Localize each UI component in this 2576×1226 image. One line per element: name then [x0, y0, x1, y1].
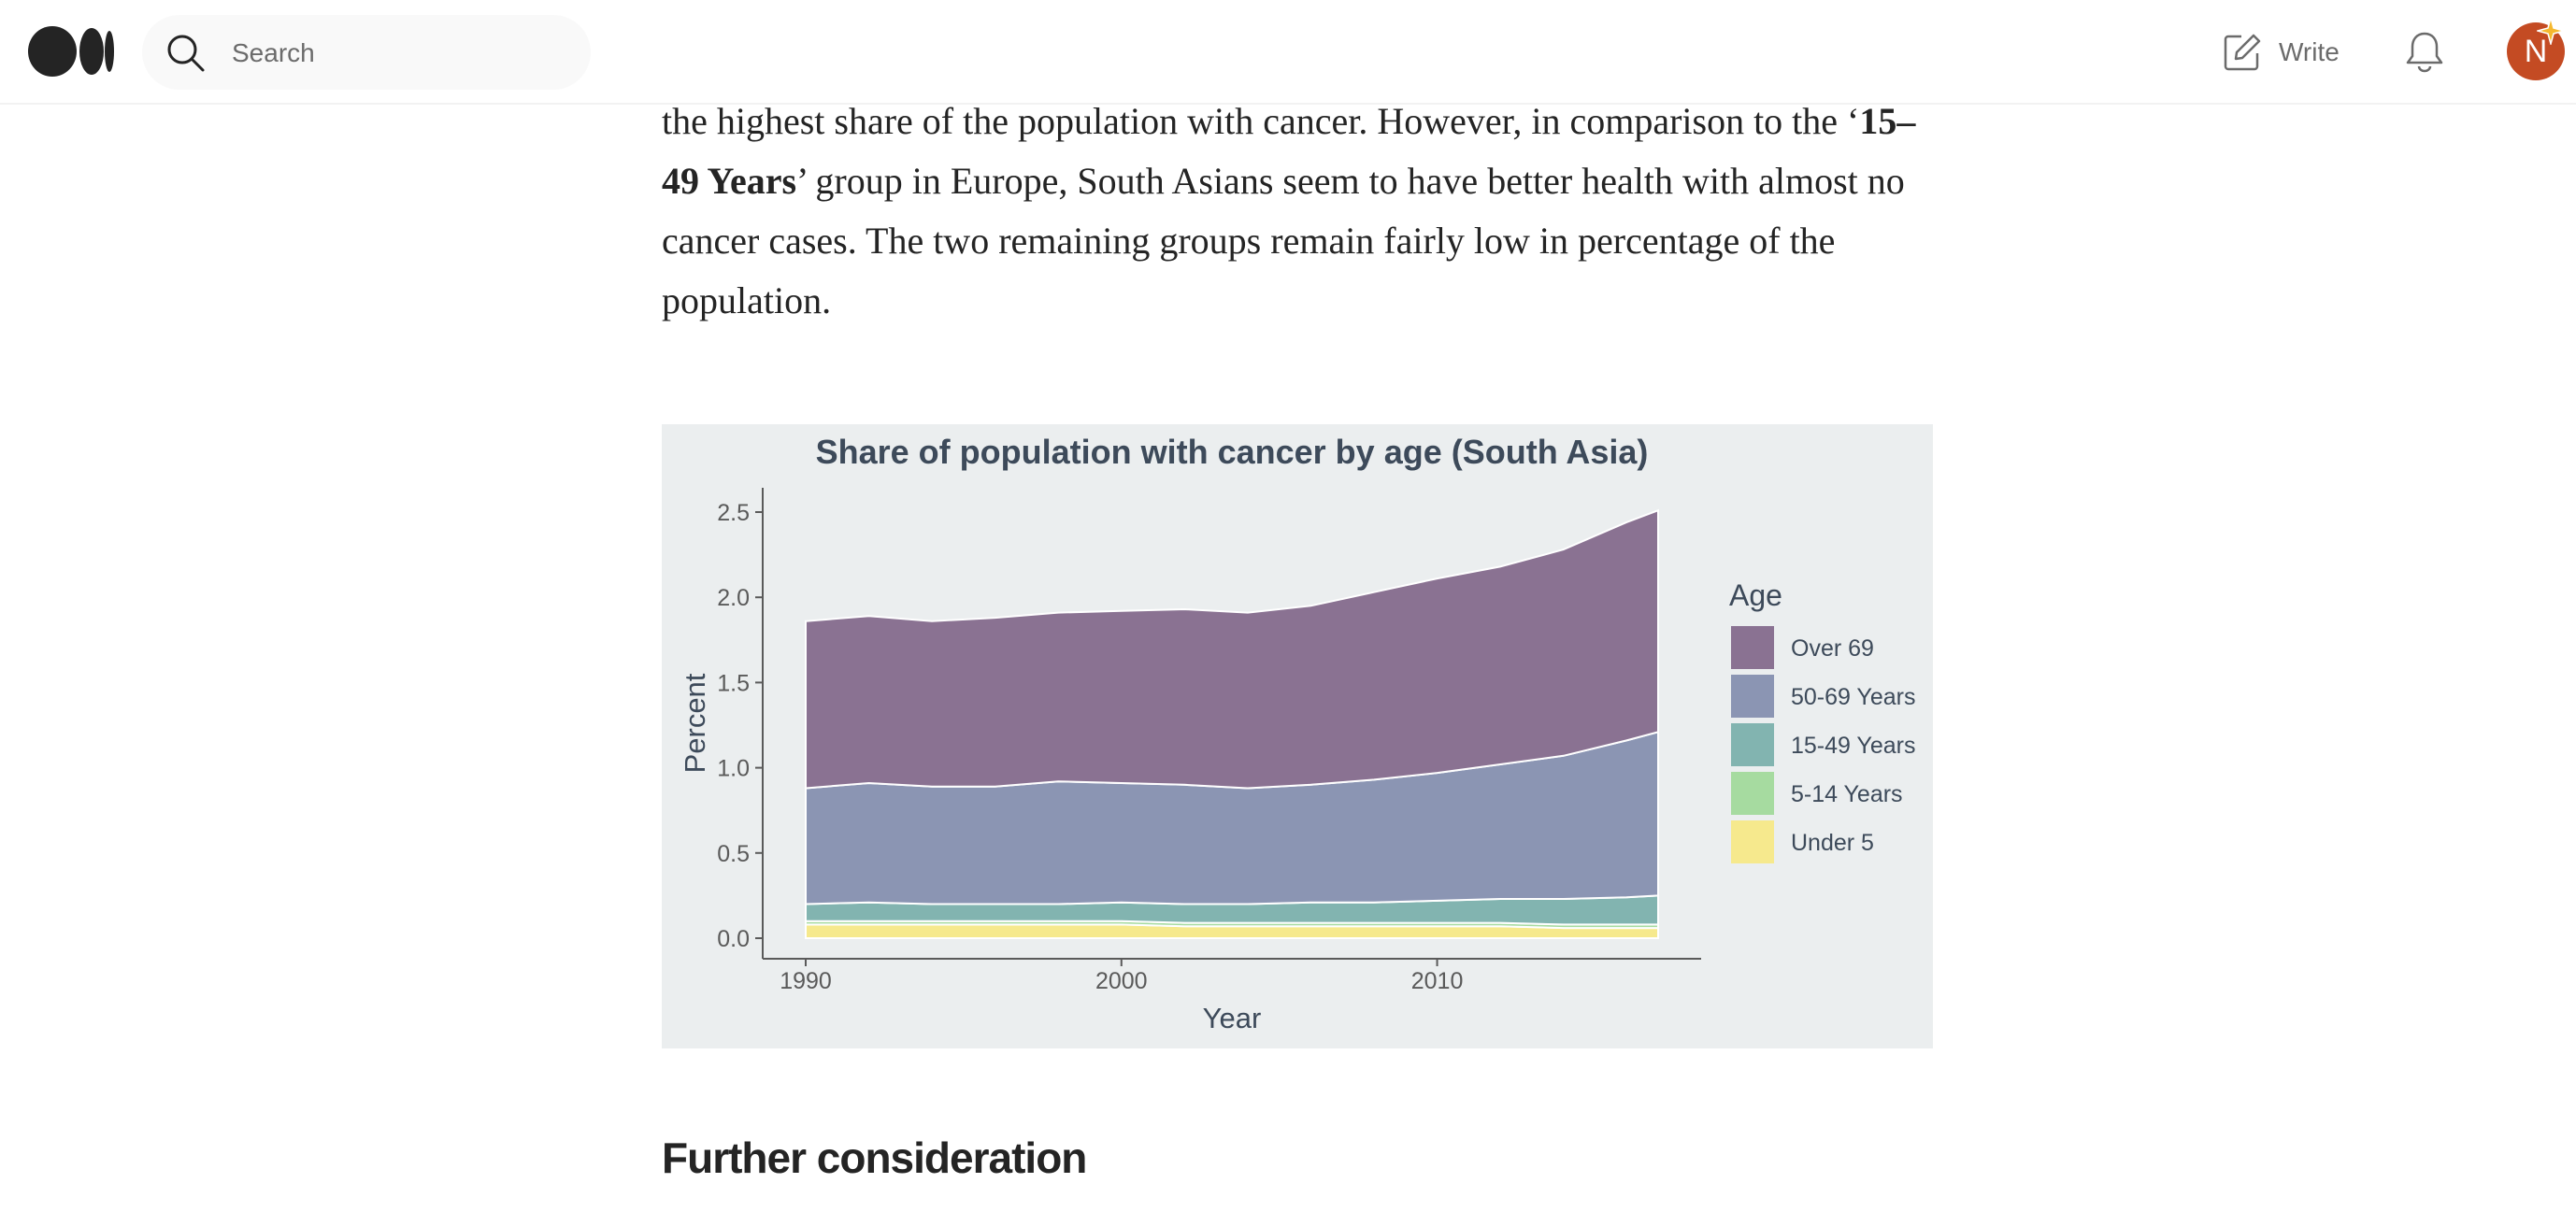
avatar[interactable]: N: [2507, 22, 2565, 80]
article-body: the highest share of the population with…: [662, 92, 1933, 331]
legend-swatch: [1731, 723, 1774, 766]
y-tick-label: 1.0: [717, 756, 750, 782]
search-bar[interactable]: [142, 15, 591, 90]
legend-label: Over 69: [1791, 635, 1874, 662]
chart-title: Share of population with cancer by age (…: [816, 433, 1649, 471]
y-tick-label: 2.5: [717, 500, 750, 526]
x-tick-label: 1990: [780, 968, 832, 994]
legend-swatch: [1731, 820, 1774, 863]
bell-icon[interactable]: [2404, 30, 2445, 73]
chart-legend: Over 69 50-69 Years 15-49 Years 5-14 Years U…: [1731, 626, 1915, 863]
write-label: Write: [2279, 37, 2340, 66]
x-axis-ticks: 1990 2000 2010: [780, 959, 1463, 994]
legend-swatch: [1731, 626, 1774, 669]
paragraph-text: ’ group in Europe, South Asians seem to …: [662, 160, 1905, 321]
legend-swatch: [1731, 772, 1774, 815]
section-heading: Further consideration: [662, 1133, 1087, 1182]
legend-title: Age: [1729, 578, 1782, 612]
area-series-over-69: [805, 508, 1659, 790]
chart-figure: Share of population with cancer by age (…: [662, 424, 1933, 1048]
y-axis-label: Percent: [679, 673, 711, 773]
write-button[interactable]: Write: [2223, 30, 2340, 75]
y-tick-label: 0.5: [717, 841, 750, 867]
y-tick-label: 2.0: [717, 585, 750, 611]
x-tick-label: 2010: [1411, 968, 1464, 994]
legend-label: 5-14 Years: [1791, 781, 1903, 807]
y-tick-label: 0.0: [717, 926, 750, 952]
chart-areas: [805, 508, 1659, 939]
x-axis-label: Year: [1203, 1002, 1262, 1034]
paragraph-bold-text: 15–49 Years: [662, 100, 1916, 202]
legend-swatch: [1731, 675, 1774, 718]
legend-label: 50-69 Years: [1791, 684, 1915, 710]
area-chart: Share of population with cancer by age (…: [679, 433, 1915, 1034]
write-icon: [2224, 34, 2261, 71]
medium-logo-icon[interactable]: [28, 24, 114, 78]
top-navigation-bar: Write N: [0, 0, 2576, 105]
legend-label: 15-49 Years: [1791, 733, 1915, 759]
legend-label: Under 5: [1791, 830, 1874, 856]
article-paragraph: the highest share of the population with…: [662, 92, 1933, 331]
paragraph-text: the highest share of the population with…: [662, 100, 1860, 142]
search-icon: [167, 35, 205, 72]
x-tick-label: 2000: [1095, 968, 1148, 994]
y-axis-ticks: 0.0 0.5 1.0 1.5 2.0 2.5: [717, 500, 763, 952]
sparkle-icon: [2537, 17, 2565, 45]
search-input[interactable]: [230, 32, 570, 75]
y-tick-label: 1.5: [717, 670, 750, 696]
